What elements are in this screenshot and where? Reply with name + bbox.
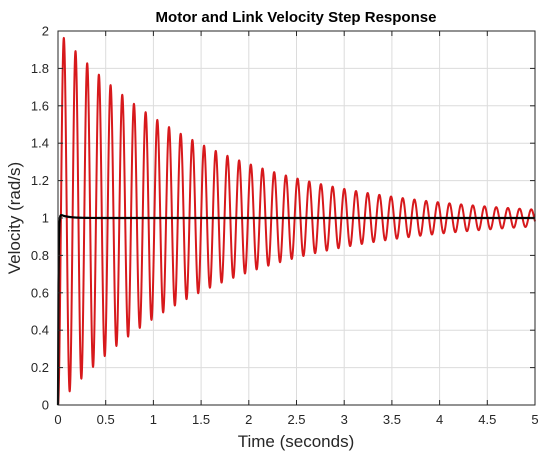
x-tick-labels: 0 0.5 1 1.5 2 2.5 3 3.5 4 4.5 5 bbox=[54, 412, 538, 427]
series-line-black bbox=[56, 214, 536, 406]
y-tick-label: 0.6 bbox=[31, 285, 49, 300]
y-tick-label: 0 bbox=[42, 398, 49, 413]
y-tick-label: 2 bbox=[42, 24, 49, 39]
y-tick-label: 1 bbox=[42, 211, 49, 226]
x-tick-label: 1 bbox=[150, 412, 157, 427]
series-line-red bbox=[57, 36, 536, 406]
y-tick-label: 1.2 bbox=[31, 173, 49, 188]
y-tick-label: 1.4 bbox=[31, 136, 49, 151]
y-tick-label: 0.2 bbox=[31, 360, 49, 375]
y-tick-label: 0.4 bbox=[31, 323, 49, 338]
chart-title: Motor and Link Velocity Step Response bbox=[156, 9, 437, 26]
x-tick-label: 0.5 bbox=[97, 412, 115, 427]
y-tick-label: 1.8 bbox=[31, 61, 49, 76]
y-tick-label: 1.6 bbox=[31, 98, 49, 113]
x-tick-label: 4 bbox=[436, 412, 443, 427]
x-tick-label: 5 bbox=[531, 412, 538, 427]
y-tick-labels: 0 0.2 0.4 0.6 0.8 1 1.2 1.4 1.6 1.8 2 bbox=[31, 24, 49, 413]
x-tick-label: 4.5 bbox=[478, 412, 496, 427]
x-axis-label: Time (seconds) bbox=[238, 432, 355, 451]
x-tick-label: 3.5 bbox=[383, 412, 401, 427]
x-tick-label: 3 bbox=[341, 412, 348, 427]
x-tick-label: 2.5 bbox=[287, 412, 305, 427]
y-tick-label: 0.8 bbox=[31, 248, 49, 263]
x-tick-label: 0 bbox=[54, 412, 61, 427]
x-tick-label: 1.5 bbox=[192, 412, 210, 427]
series-group bbox=[56, 36, 536, 406]
y-axis-label: Velocity (rad/s) bbox=[5, 162, 24, 274]
ticks bbox=[57, 30, 536, 406]
x-tick-label: 2 bbox=[245, 412, 252, 427]
